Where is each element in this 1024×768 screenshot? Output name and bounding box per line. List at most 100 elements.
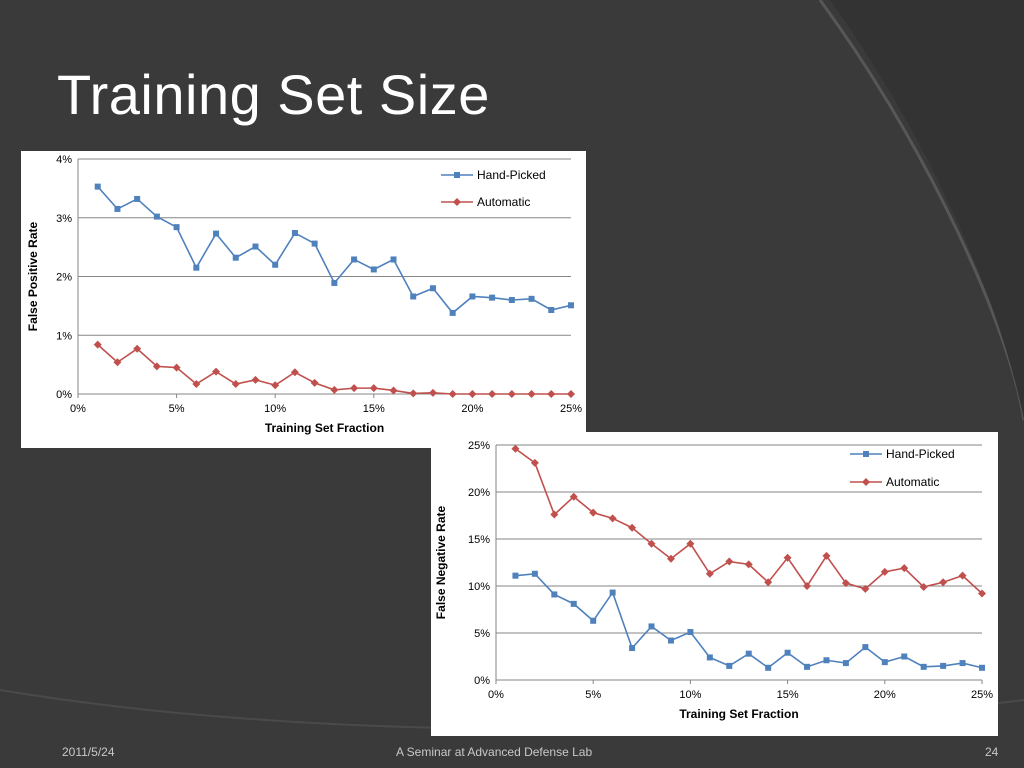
x-tick-label: 25% bbox=[560, 403, 582, 415]
data-point-hand-picked bbox=[706, 654, 713, 661]
data-point-hand-picked bbox=[648, 623, 655, 630]
y-tick-label: 2% bbox=[56, 272, 72, 284]
data-point-hand-picked bbox=[667, 637, 674, 644]
data-point-automatic bbox=[803, 582, 812, 590]
data-point-automatic bbox=[290, 368, 299, 377]
y-tick-label: 5% bbox=[474, 628, 490, 640]
data-point-hand-picked bbox=[331, 279, 338, 286]
data-point-automatic bbox=[550, 510, 559, 519]
data-point-automatic bbox=[764, 578, 773, 587]
data-point-hand-picked bbox=[531, 570, 538, 577]
data-point-automatic bbox=[271, 381, 280, 390]
legend-label: Automatic bbox=[886, 475, 939, 489]
data-point-hand-picked bbox=[489, 294, 496, 301]
data-point-automatic bbox=[527, 390, 536, 398]
x-tick-label: 20% bbox=[461, 403, 483, 415]
y-tick-label: 3% bbox=[56, 213, 72, 225]
data-point-hand-picked bbox=[823, 657, 830, 664]
y-tick-label: 20% bbox=[468, 487, 490, 499]
false-negative-chart: 0% 5% 10% 15% 20% 25% 0% 5% 10% 15% 20% 25% Training… bbox=[431, 432, 998, 736]
data-point-automatic bbox=[172, 363, 181, 372]
data-point-automatic bbox=[822, 551, 831, 560]
data-point-automatic bbox=[409, 389, 418, 398]
data-point-hand-picked bbox=[351, 256, 358, 263]
data-point-automatic bbox=[958, 571, 967, 580]
x-tick-label: 15% bbox=[363, 403, 385, 415]
data-point-hand-picked bbox=[528, 295, 535, 302]
data-point-hand-picked bbox=[311, 240, 318, 247]
data-point-automatic bbox=[369, 384, 378, 393]
data-point-automatic bbox=[468, 390, 477, 398]
data-point-automatic bbox=[841, 579, 850, 588]
data-point-hand-picked bbox=[153, 213, 160, 220]
data-point-hand-picked bbox=[765, 664, 772, 671]
data-point-hand-picked bbox=[134, 195, 141, 202]
legend-label: Hand-Picked bbox=[477, 168, 546, 182]
data-point-automatic bbox=[880, 567, 889, 576]
x-tick-label: 5% bbox=[169, 403, 185, 415]
data-point-automatic bbox=[507, 390, 516, 398]
data-point-automatic bbox=[608, 514, 617, 523]
data-point-automatic bbox=[350, 384, 359, 393]
data-point-automatic bbox=[939, 578, 948, 587]
false-negative-chart-svg: 0% 5% 10% 15% 20% 25% 0% 5% 10% 15% 20% 25% Training… bbox=[434, 440, 993, 721]
data-point-hand-picked bbox=[193, 264, 200, 271]
data-point-hand-picked bbox=[590, 617, 597, 624]
data-point-automatic bbox=[919, 582, 928, 591]
x-tick-label: 0% bbox=[70, 403, 86, 415]
data-point-automatic bbox=[152, 362, 161, 371]
data-point-automatic bbox=[666, 554, 675, 563]
data-point-hand-picked bbox=[629, 645, 636, 652]
data-point-hand-picked bbox=[173, 224, 180, 231]
data-point-hand-picked bbox=[114, 205, 121, 212]
data-point-hand-picked bbox=[881, 659, 888, 666]
legend-marker bbox=[862, 478, 870, 486]
false-positive-chart: 0% 1% 2% 3% 4% 0% 5% 10% 15% 20% 25% Training Set F… bbox=[21, 151, 586, 448]
data-point-hand-picked bbox=[449, 309, 456, 316]
x-tick-label: 25% bbox=[971, 689, 993, 701]
legend-label: Automatic bbox=[477, 195, 530, 209]
x-axis-title: Training Set Fraction bbox=[679, 707, 798, 721]
data-point-hand-picked bbox=[804, 663, 811, 670]
data-point-hand-picked bbox=[213, 230, 220, 237]
data-point-automatic bbox=[488, 390, 497, 398]
x-tick-label: 15% bbox=[777, 689, 799, 701]
footer-date: 2011/5/24 bbox=[62, 745, 115, 759]
y-tick-label: 15% bbox=[468, 534, 490, 546]
y-axis-title: False Negative Rate bbox=[434, 505, 448, 619]
data-point-hand-picked bbox=[609, 589, 616, 596]
data-point-automatic bbox=[744, 560, 753, 569]
data-point-hand-picked bbox=[784, 649, 791, 656]
y-tick-label: 4% bbox=[56, 154, 72, 166]
data-point-hand-picked bbox=[687, 629, 694, 636]
data-point-automatic bbox=[628, 523, 637, 532]
page-number: 24 bbox=[985, 745, 999, 759]
y-tick-label: 0% bbox=[56, 389, 72, 401]
x-tick-label: 10% bbox=[264, 403, 286, 415]
data-point-automatic bbox=[231, 380, 240, 389]
data-point-automatic bbox=[569, 492, 578, 501]
data-point-automatic bbox=[310, 378, 319, 387]
legend-marker bbox=[454, 172, 460, 178]
x-tick-label: 0% bbox=[488, 689, 504, 701]
data-point-hand-picked bbox=[508, 297, 515, 303]
data-point-automatic bbox=[212, 367, 221, 376]
slide-title: Training Set Size bbox=[57, 63, 490, 126]
legend-marker bbox=[453, 198, 461, 206]
legend-label: Hand-Picked bbox=[886, 447, 955, 461]
data-point-hand-picked bbox=[979, 664, 985, 671]
false-positive-chart-svg: 0% 1% 2% 3% 4% 0% 5% 10% 15% 20% 25% Training Set F… bbox=[26, 154, 582, 435]
data-point-automatic bbox=[251, 375, 260, 384]
data-point-automatic bbox=[783, 553, 792, 562]
data-point-hand-picked bbox=[568, 302, 574, 309]
data-point-hand-picked bbox=[570, 600, 577, 607]
data-point-automatic bbox=[113, 358, 122, 367]
data-point-hand-picked bbox=[551, 591, 558, 598]
data-point-automatic bbox=[547, 390, 556, 398]
data-point-hand-picked bbox=[745, 650, 752, 657]
legend-marker bbox=[863, 451, 869, 457]
data-point-automatic bbox=[589, 508, 598, 517]
data-point-automatic bbox=[389, 386, 398, 395]
data-point-hand-picked bbox=[94, 183, 101, 190]
data-point-hand-picked bbox=[232, 254, 239, 261]
